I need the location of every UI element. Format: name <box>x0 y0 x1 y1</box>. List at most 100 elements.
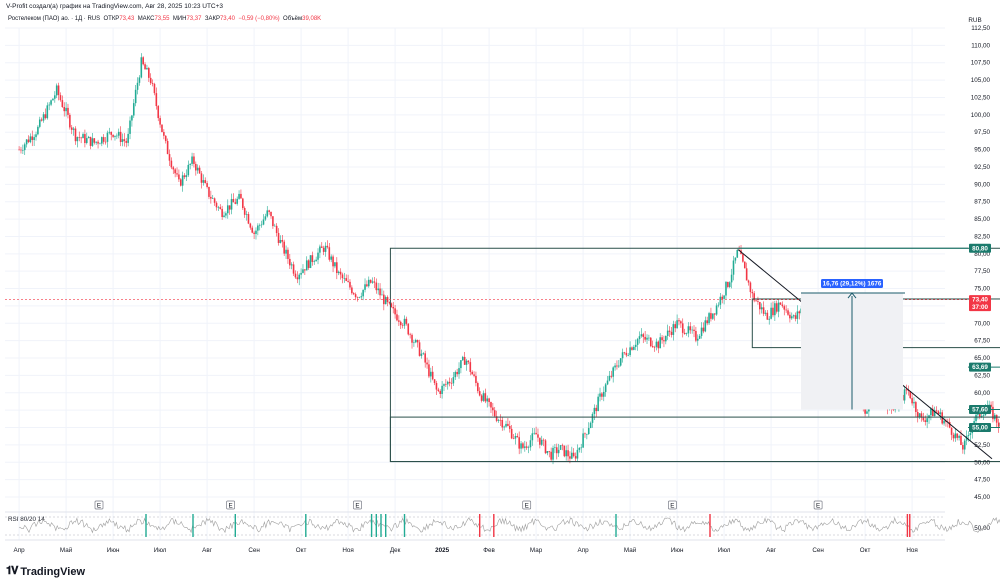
candle-body <box>582 433 584 448</box>
candle-body <box>289 258 291 266</box>
candle-body <box>430 371 432 377</box>
x-tick-label: Фев <box>483 547 495 554</box>
candle-body <box>95 141 97 143</box>
candle-body <box>448 381 451 384</box>
candle-body <box>601 393 603 397</box>
candle-body <box>72 128 75 130</box>
candle-body <box>990 404 992 407</box>
candle-body <box>685 333 688 335</box>
symbol-legend[interactable]: Ростелеком (ПАО) ао. · 1Д · RUS ОТКР73,4… <box>8 16 321 22</box>
candle-body <box>74 128 77 142</box>
candle-body <box>446 381 449 385</box>
y-tick-label: 105,00 <box>971 77 991 84</box>
tradingview-brand[interactable]: 𝟏𝐕 TradingView <box>6 565 85 578</box>
candle-body <box>420 353 423 356</box>
candle-body <box>277 233 280 243</box>
candle-body <box>461 356 464 361</box>
candle-body <box>702 327 705 332</box>
candle-body <box>304 269 306 271</box>
candle-body <box>527 447 530 448</box>
candle-body <box>270 211 272 217</box>
candle-body <box>422 353 425 354</box>
candle-body <box>648 337 650 339</box>
candle-body <box>170 160 173 168</box>
candle-body <box>91 138 94 146</box>
currency-label: RUB <box>968 17 981 24</box>
candle-body <box>696 338 699 341</box>
candle-body <box>584 433 586 435</box>
candle-body <box>554 447 556 448</box>
candle-body <box>80 137 82 139</box>
candle-body <box>452 377 455 384</box>
resistance-box <box>751 298 1000 349</box>
candle-body <box>866 411 868 414</box>
candle-body <box>693 329 695 331</box>
candle-body <box>65 107 67 112</box>
candle-body <box>294 273 297 278</box>
candle-body <box>712 313 714 319</box>
change-value: −0,59 (−0,80%) <box>238 16 280 22</box>
chart-grid <box>5 27 945 541</box>
candle-body <box>732 260 735 275</box>
candle-body <box>349 281 351 288</box>
candle-body <box>424 353 426 363</box>
candle-body <box>638 336 641 340</box>
candle-body <box>747 280 750 283</box>
candle-body <box>621 352 624 359</box>
candle-body <box>50 100 52 105</box>
candle-body <box>794 315 797 319</box>
candle-body <box>612 367 614 377</box>
candle-body <box>364 284 366 290</box>
candle-body <box>922 417 925 421</box>
candle-body <box>595 407 598 412</box>
low-label: МИН <box>172 16 187 22</box>
candle-body <box>67 107 69 115</box>
y-tick-label: 77,50 <box>974 268 990 275</box>
candle-body <box>87 136 90 139</box>
candle-body <box>602 391 605 397</box>
y-tick-label: 52,50 <box>974 442 990 449</box>
candle-body <box>322 247 325 252</box>
y-tick-label: 50,00 <box>974 459 990 466</box>
earnings-marker-label: E <box>355 502 359 509</box>
y-tick-label: 65,00 <box>974 355 990 362</box>
candle-body <box>546 451 549 454</box>
candle-body <box>386 297 389 303</box>
candle-body <box>531 433 534 441</box>
candle-body <box>514 436 517 439</box>
candle-body <box>471 371 473 375</box>
candle-body <box>542 439 545 441</box>
candle-body <box>89 136 92 146</box>
time-axis[interactable]: Апр Май Июн Июл Авг Сен Окт Ноя Дек 2025 Фев Мар Апр… <box>14 546 918 554</box>
candle-body <box>759 301 761 310</box>
candle-body <box>958 435 960 438</box>
candle-body <box>918 413 921 418</box>
candle-body <box>475 375 477 384</box>
y-tick-label: 92,50 <box>974 164 990 171</box>
candle-body <box>433 379 436 384</box>
y-tick-label: 100,00 <box>971 112 991 119</box>
candle-body <box>260 224 263 226</box>
candle-body <box>121 139 124 143</box>
price-tag-value: 63,69 <box>972 364 988 371</box>
candle-body <box>204 180 207 184</box>
candle-body <box>704 320 707 332</box>
x-tick-label: Мар <box>530 547 543 554</box>
candle-body <box>792 315 795 317</box>
candle-body <box>181 175 184 186</box>
candle-body <box>142 57 144 65</box>
x-tick-label: Апр <box>14 547 26 554</box>
measure-label-bg <box>821 279 883 289</box>
candle-body <box>495 416 498 421</box>
candle-body <box>242 198 244 209</box>
candle-body <box>206 183 208 187</box>
candle-body <box>178 174 180 180</box>
candle-body <box>642 334 645 337</box>
candle-body <box>144 64 146 70</box>
candle-body <box>106 132 109 142</box>
candle-body <box>540 439 543 445</box>
candle-body <box>390 303 393 307</box>
candle-body <box>616 365 618 367</box>
candle-body <box>614 365 616 368</box>
